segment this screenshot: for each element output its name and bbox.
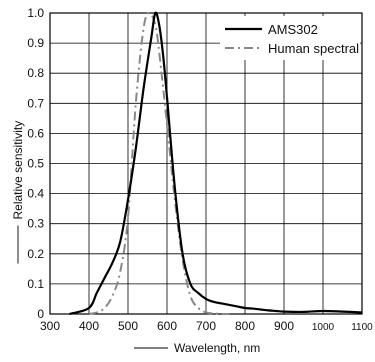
series-group [69,11,363,316]
y-tick-label: 0.7 [27,96,44,110]
legend-box [220,16,360,60]
x-tick-label: 900 [274,319,294,333]
axis-ticks: 300 400 500 600 700 800 900 1000 1100 0 0.1 0.2 0.3 0… [27,6,373,333]
x-tick-label: 500 [118,319,138,333]
legend-label: Human spectral [268,41,359,56]
axis-titles: Wavelength, nm Relative sensitivity [11,121,260,355]
y-tick-label: 0.8 [27,66,44,80]
legend: AMS302 Human spectral [220,16,360,60]
y-tick-label: 0.1 [27,277,44,291]
series-line-ams302 [69,11,363,316]
y-tick-label: 0.5 [27,157,44,171]
x-tick-label: 400 [79,319,99,333]
y-axis-title-group: Relative sensitivity [11,121,25,264]
x-tick-label: 1000 [312,322,335,333]
y-tick-label: 0.6 [27,126,44,140]
x-tick-label: 700 [196,319,216,333]
series-line-human-spectral [88,12,230,316]
y-tick-label: 0.9 [27,36,44,50]
y-tick-label: 1.0 [27,6,44,20]
x-tick-label: 600 [157,319,177,333]
x-tick-label: 1100 [351,322,373,333]
y-axis-title: Relative sensitivity [11,121,25,220]
x-tick-label: 800 [235,319,255,333]
y-tick-label: 0 [37,307,44,321]
y-tick-label: 0.2 [27,247,44,261]
y-tick-label: 0.3 [27,217,44,231]
grid-lines [50,13,362,314]
x-axis-title: Wavelength, nm [174,341,260,355]
y-tick-label: 0.4 [27,187,44,201]
plot-frame [49,12,363,315]
x-tick-label: 300 [40,319,60,333]
legend-label: AMS302 [268,22,318,37]
